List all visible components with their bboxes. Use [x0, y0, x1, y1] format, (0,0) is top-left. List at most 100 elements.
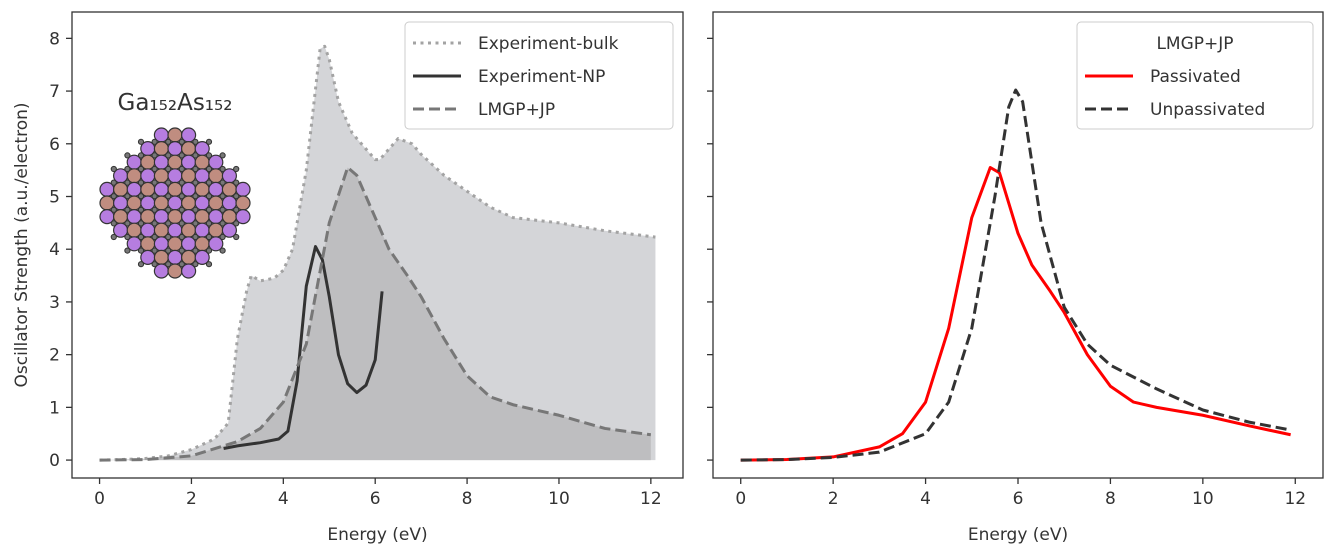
hydrogen	[219, 165, 226, 173]
hydrogen	[124, 247, 131, 254]
x-tick-label: 0	[735, 489, 746, 509]
hydrogen	[165, 138, 172, 145]
annotation: Ga₁₅₂As₁₅₂	[118, 90, 233, 116]
hydrogen	[165, 220, 172, 227]
hydrogen	[137, 179, 145, 186]
atom	[235, 209, 251, 225]
hydrogen	[151, 193, 158, 200]
hydrogen	[205, 261, 213, 268]
hydrogen	[205, 233, 213, 241]
x-tick-label: 2	[828, 489, 839, 509]
hydrogen	[178, 261, 185, 268]
hydrogen	[165, 179, 172, 186]
y-tick-label: 1	[49, 398, 60, 418]
hydrogen	[205, 152, 213, 159]
y-tick-label: 8	[49, 29, 60, 49]
hydrogen	[165, 247, 172, 254]
hydrogen	[165, 193, 172, 200]
y-tick-label: 3	[49, 293, 60, 313]
y-tick-label: 4	[49, 240, 60, 260]
hydrogen	[233, 193, 240, 200]
y-tick-label: 7	[49, 82, 60, 102]
hydrogen	[192, 193, 199, 200]
legend-box	[1076, 21, 1314, 130]
hydrogen	[178, 179, 185, 186]
nanoparticle-inset	[99, 127, 251, 279]
hydrogen	[137, 165, 145, 173]
hydrogen	[192, 152, 199, 159]
atom	[221, 222, 237, 238]
hydrogen	[110, 206, 117, 213]
legend: LMGP+JP Passivated Unpassivated	[1076, 21, 1314, 130]
hydrogen	[233, 233, 240, 241]
x-tick-label: 6	[1013, 489, 1024, 509]
hydrogen	[124, 206, 131, 213]
hydrogen	[124, 165, 131, 173]
hydrogen	[205, 247, 213, 254]
hydrogen	[151, 179, 158, 186]
legend-label: LMGP+JP	[478, 100, 555, 120]
hydrogen	[192, 165, 199, 173]
hydrogen	[124, 233, 131, 241]
hydrogen	[233, 220, 240, 227]
hydrogen	[178, 233, 185, 241]
hydrogen	[151, 206, 158, 213]
legend-label: Experiment-NP	[478, 67, 605, 87]
hydrogen	[192, 179, 199, 186]
hydrogen	[219, 247, 226, 254]
hydrogen	[151, 152, 158, 159]
hydrogen	[151, 138, 158, 145]
hydrogen	[178, 206, 185, 213]
hydrogen	[192, 261, 199, 268]
legend-label: Passivated	[1150, 67, 1241, 87]
x-axis-label: Energy (eV)	[968, 525, 1068, 545]
hydrogen	[124, 220, 131, 227]
hydrogen	[110, 179, 117, 186]
atom	[208, 236, 224, 252]
line	[740, 88, 1291, 462]
x-tick-label: 0	[94, 489, 105, 509]
hydrogen	[110, 165, 117, 173]
hydrogen	[233, 206, 240, 213]
hydrogen	[151, 247, 158, 254]
hydrogen	[165, 165, 172, 173]
atom	[181, 263, 197, 279]
hydrogen	[151, 220, 158, 227]
legend-title: LMGP+JP	[1156, 34, 1233, 54]
y-tick-label: 2	[49, 346, 60, 366]
hydrogen	[178, 152, 185, 159]
hydrogen	[137, 261, 145, 268]
x-tick-label: 12	[1284, 489, 1306, 509]
x-tick-label: 8	[1105, 489, 1116, 509]
hydrogen	[124, 179, 131, 186]
hydrogen	[205, 193, 213, 200]
hydrogen	[205, 220, 213, 227]
hydrogen	[165, 152, 172, 159]
x-tick-label: 12	[640, 489, 662, 509]
legend-label: Experiment-bulk	[478, 34, 619, 54]
hydrogen	[219, 220, 226, 227]
hydrogen	[233, 165, 240, 173]
x-tick-label: 2	[186, 489, 197, 509]
x-tick-label: 10	[548, 489, 570, 509]
x-tick-label: 4	[920, 489, 931, 509]
legend: Experiment-bulk Experiment-NP LMGP+JP	[404, 21, 674, 130]
hydrogen	[137, 220, 145, 227]
hydrogen	[137, 206, 145, 213]
y-tick-label: 5	[49, 188, 60, 208]
hydrogen	[110, 193, 117, 200]
hydrogen	[124, 193, 131, 200]
hydrogen	[192, 220, 199, 227]
hydrogen	[178, 220, 185, 227]
hydrogen	[219, 206, 226, 213]
hydrogen	[137, 152, 145, 159]
x-tick-label: 8	[462, 489, 473, 509]
y-tick-label: 6	[49, 135, 60, 155]
x-tick-label: 10	[1192, 489, 1214, 509]
y-tick-label: 0	[49, 451, 60, 471]
x-tick-label: 4	[278, 489, 289, 509]
hydrogen	[219, 152, 226, 159]
x-axis-label: Energy (eV)	[327, 525, 427, 545]
hydrogen	[192, 138, 199, 145]
